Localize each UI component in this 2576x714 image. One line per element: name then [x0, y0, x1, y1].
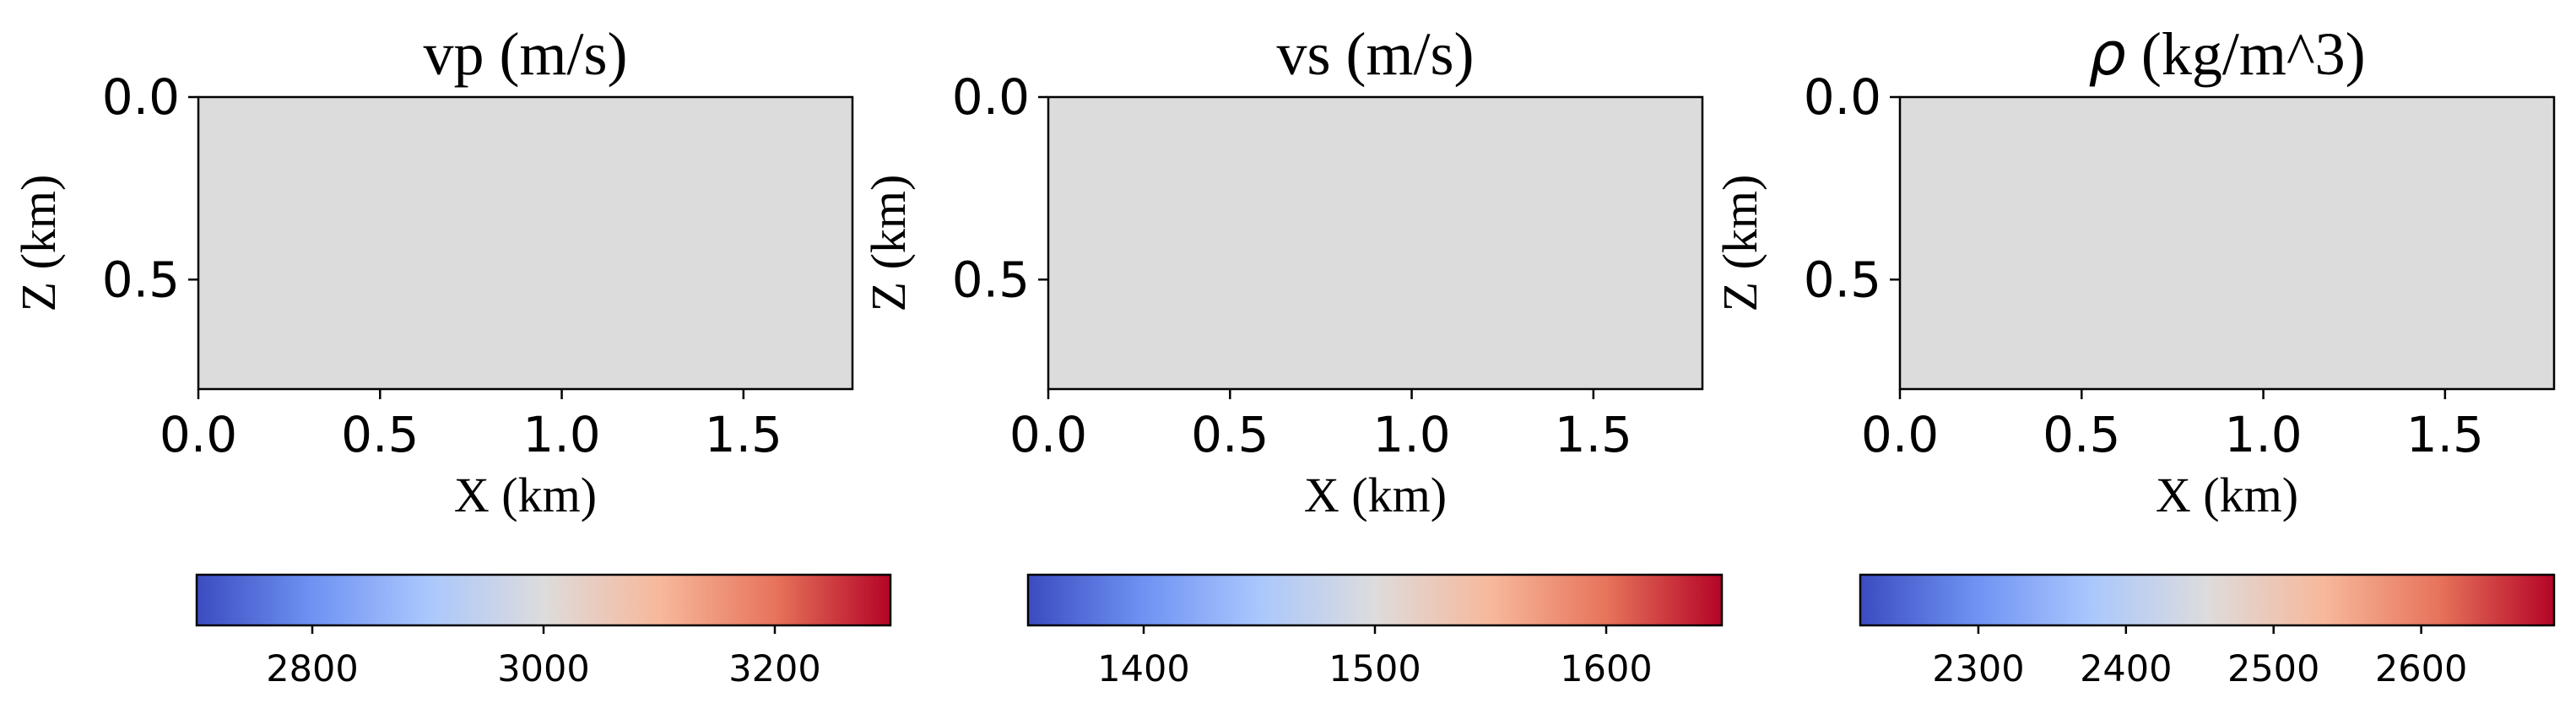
y-tick-label: 0.0: [1804, 68, 1881, 126]
chart-title: vs (m/s): [1277, 20, 1475, 88]
x-tick-label: 1.5: [705, 406, 782, 463]
colorbar-tick-label: 1500: [1329, 648, 1421, 690]
model-field: [1900, 97, 2554, 389]
x-tick-label: 1.5: [2406, 406, 2484, 463]
chart-title: vp (m/s): [424, 20, 628, 88]
x-tick-label: 1.0: [522, 406, 600, 463]
colorbar-frame: [1859, 573, 2556, 627]
title-symbol: ρ: [2088, 19, 2125, 89]
colorbar-tick-label: 2500: [2227, 648, 2319, 690]
y-tick-label: 0.0: [102, 68, 180, 126]
colorbar-tick-label: 2600: [2375, 648, 2467, 690]
x-axis-label: X (km): [454, 468, 597, 522]
plot-frame: [197, 95, 854, 391]
x-tick-label: 0.5: [2043, 406, 2120, 463]
colorbar: [1860, 575, 2554, 625]
x-tick-label: 1.5: [1555, 406, 1632, 463]
y-tick-label: 0.5: [102, 251, 180, 308]
x-tick-label: 0.5: [341, 406, 419, 463]
plot-frame: [1047, 95, 1704, 391]
x-tick-label: 0.0: [1861, 406, 1939, 463]
plot-frame: [1898, 95, 2556, 391]
x-tick-label: 0.5: [1191, 406, 1269, 463]
x-tick-label: 1.0: [2224, 406, 2302, 463]
panel-1: vp (m/s) 0.0 0.5 1.0 1.5 0.0 0.5 X (km) Z (km) 28…: [11, 20, 892, 690]
y-axis-label: Z (km): [861, 175, 916, 312]
colorbar-tick-label: 2800: [266, 648, 358, 690]
y-tick-label: 0.5: [952, 251, 1030, 308]
y-axis-label: Z (km): [1713, 175, 1767, 312]
x-tick-label: 0.0: [160, 406, 237, 463]
chart-title: ρ (kg/m^3): [2088, 19, 2365, 89]
colorbar-tick-label: 3200: [728, 648, 820, 690]
title-text: vp (m/s): [424, 20, 628, 88]
model-field: [1048, 97, 1702, 389]
y-tick-label: 0.0: [952, 68, 1030, 126]
colorbar-tick-label: 2300: [1932, 648, 2024, 690]
colorbar-tick-label: 2400: [2080, 648, 2172, 690]
title-text: vs (m/s): [1277, 20, 1475, 88]
x-tick-label: 0.0: [1009, 406, 1087, 463]
title-text: (kg/m^3): [2126, 20, 2366, 88]
model-field: [198, 97, 852, 389]
x-axis-label: X (km): [2156, 468, 2298, 522]
colorbar: [197, 575, 890, 625]
colorbar-tick-label: 3000: [497, 648, 589, 690]
y-tick-label: 0.5: [1804, 251, 1881, 308]
y-axis-label: Z (km): [11, 175, 66, 312]
colorbar: [1028, 575, 1722, 625]
x-axis-label: X (km): [1304, 468, 1447, 522]
colorbar-tick-label: 1600: [1560, 648, 1652, 690]
x-tick-label: 1.0: [1372, 406, 1450, 463]
panel-2: vs (m/s) 0.0 0.5 1.0 1.5 0.0 0.5 X (km) Z (km) 14…: [861, 20, 1724, 690]
panel-3: ρ (kg/m^3) 0.0 0.5 1.0 1.5 0.0 0.5 X (km) Z (km)…: [1713, 19, 2556, 690]
colorbar-tick-label: 1400: [1097, 648, 1189, 690]
